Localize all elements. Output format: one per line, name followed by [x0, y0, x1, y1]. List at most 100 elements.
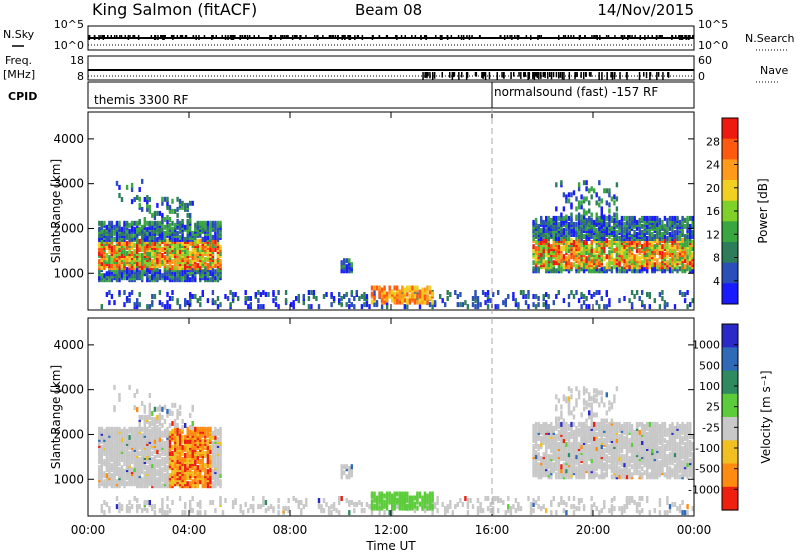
data-cell — [161, 200, 164, 206]
data-cell — [138, 292, 141, 297]
data-cell — [201, 475, 204, 481]
data-cell — [130, 220, 134, 226]
data-cell — [542, 440, 545, 445]
data-cell — [143, 197, 146, 202]
data-cell — [161, 253, 164, 258]
data-cell — [181, 240, 184, 246]
data-cell — [671, 444, 674, 449]
data-cell — [555, 248, 558, 254]
data-cell — [598, 246, 601, 252]
data-cell — [171, 410, 174, 416]
data-cell — [676, 446, 679, 451]
data-cell — [557, 452, 561, 458]
data-cell — [658, 262, 662, 268]
data-cell — [176, 269, 179, 275]
data-cell — [605, 470, 608, 476]
data-cell — [128, 269, 131, 275]
data-cell — [537, 230, 540, 235]
data-cell — [605, 464, 608, 470]
data-cell — [542, 219, 545, 225]
data-cell — [545, 304, 548, 310]
data-cell — [120, 263, 124, 269]
data-cell — [575, 230, 578, 235]
data-cell — [141, 257, 144, 263]
data-cell — [130, 187, 134, 192]
data-cell — [653, 464, 656, 470]
data-cell — [600, 450, 603, 456]
data-cell — [125, 296, 129, 301]
data-cell — [176, 430, 179, 436]
data-cell — [189, 259, 192, 265]
data-cell — [143, 453, 146, 458]
data-cell — [658, 217, 662, 223]
data-cell — [206, 438, 210, 444]
data-cell — [168, 247, 172, 252]
data-cell — [567, 452, 571, 458]
data-cell — [216, 232, 220, 238]
data-cell — [201, 483, 204, 489]
data-cell — [153, 434, 157, 440]
data-cell — [141, 247, 144, 252]
data-cell — [156, 477, 159, 483]
data-cell — [133, 432, 136, 438]
data-cell — [176, 426, 179, 432]
data-cell — [158, 440, 162, 446]
data-cell — [158, 300, 162, 306]
data-cell — [173, 418, 177, 424]
data-cell — [181, 236, 184, 242]
data-cell — [683, 446, 687, 451]
data-cell — [158, 210, 162, 216]
data-cell — [350, 262, 353, 268]
data-cell — [603, 219, 606, 225]
data-cell — [206, 234, 210, 240]
data-cell — [648, 236, 651, 241]
data-cell — [683, 298, 687, 304]
data-cell — [113, 426, 116, 432]
data-cell — [582, 219, 586, 225]
data-cell — [143, 425, 146, 430]
data-cell — [560, 221, 563, 227]
data-cell — [219, 473, 222, 479]
data-cell — [118, 426, 121, 432]
data-cell — [204, 236, 207, 242]
data-cell — [585, 196, 588, 202]
data-cell — [557, 254, 561, 260]
data-cell — [133, 197, 136, 202]
data-cell — [545, 460, 548, 466]
data-cell — [206, 444, 210, 450]
data-cell — [663, 460, 667, 466]
data-cell — [171, 253, 174, 258]
data-cell — [540, 244, 543, 250]
data-cell — [620, 223, 624, 229]
data-cell — [186, 426, 189, 432]
data-cell — [542, 466, 545, 472]
data-cell — [572, 190, 576, 196]
data-cell — [176, 408, 179, 414]
data-cell — [613, 474, 616, 480]
data-cell — [552, 223, 555, 229]
data-cell — [570, 464, 573, 470]
data-cell — [113, 228, 116, 234]
data-cell — [600, 266, 603, 272]
data-cell — [648, 304, 651, 310]
data-cell — [666, 440, 669, 445]
data-cell — [166, 222, 169, 228]
data-cell — [186, 228, 189, 234]
data-cell — [176, 265, 179, 271]
data-cell — [380, 287, 384, 293]
nsearch-tick-top: 10^5 — [698, 18, 728, 31]
data-cell — [196, 426, 199, 432]
data-cell — [138, 421, 141, 426]
data-cell — [537, 246, 540, 252]
data-cell — [534, 223, 538, 229]
data-cell — [136, 426, 139, 432]
data-cell — [214, 269, 217, 275]
data-cell — [676, 452, 679, 458]
data-cell — [446, 290, 449, 295]
data-cell — [557, 474, 561, 480]
data-cell — [678, 266, 682, 272]
data-cell — [623, 296, 626, 301]
data-cell — [257, 298, 260, 304]
data-cell — [588, 208, 591, 214]
data-cell — [380, 297, 384, 303]
